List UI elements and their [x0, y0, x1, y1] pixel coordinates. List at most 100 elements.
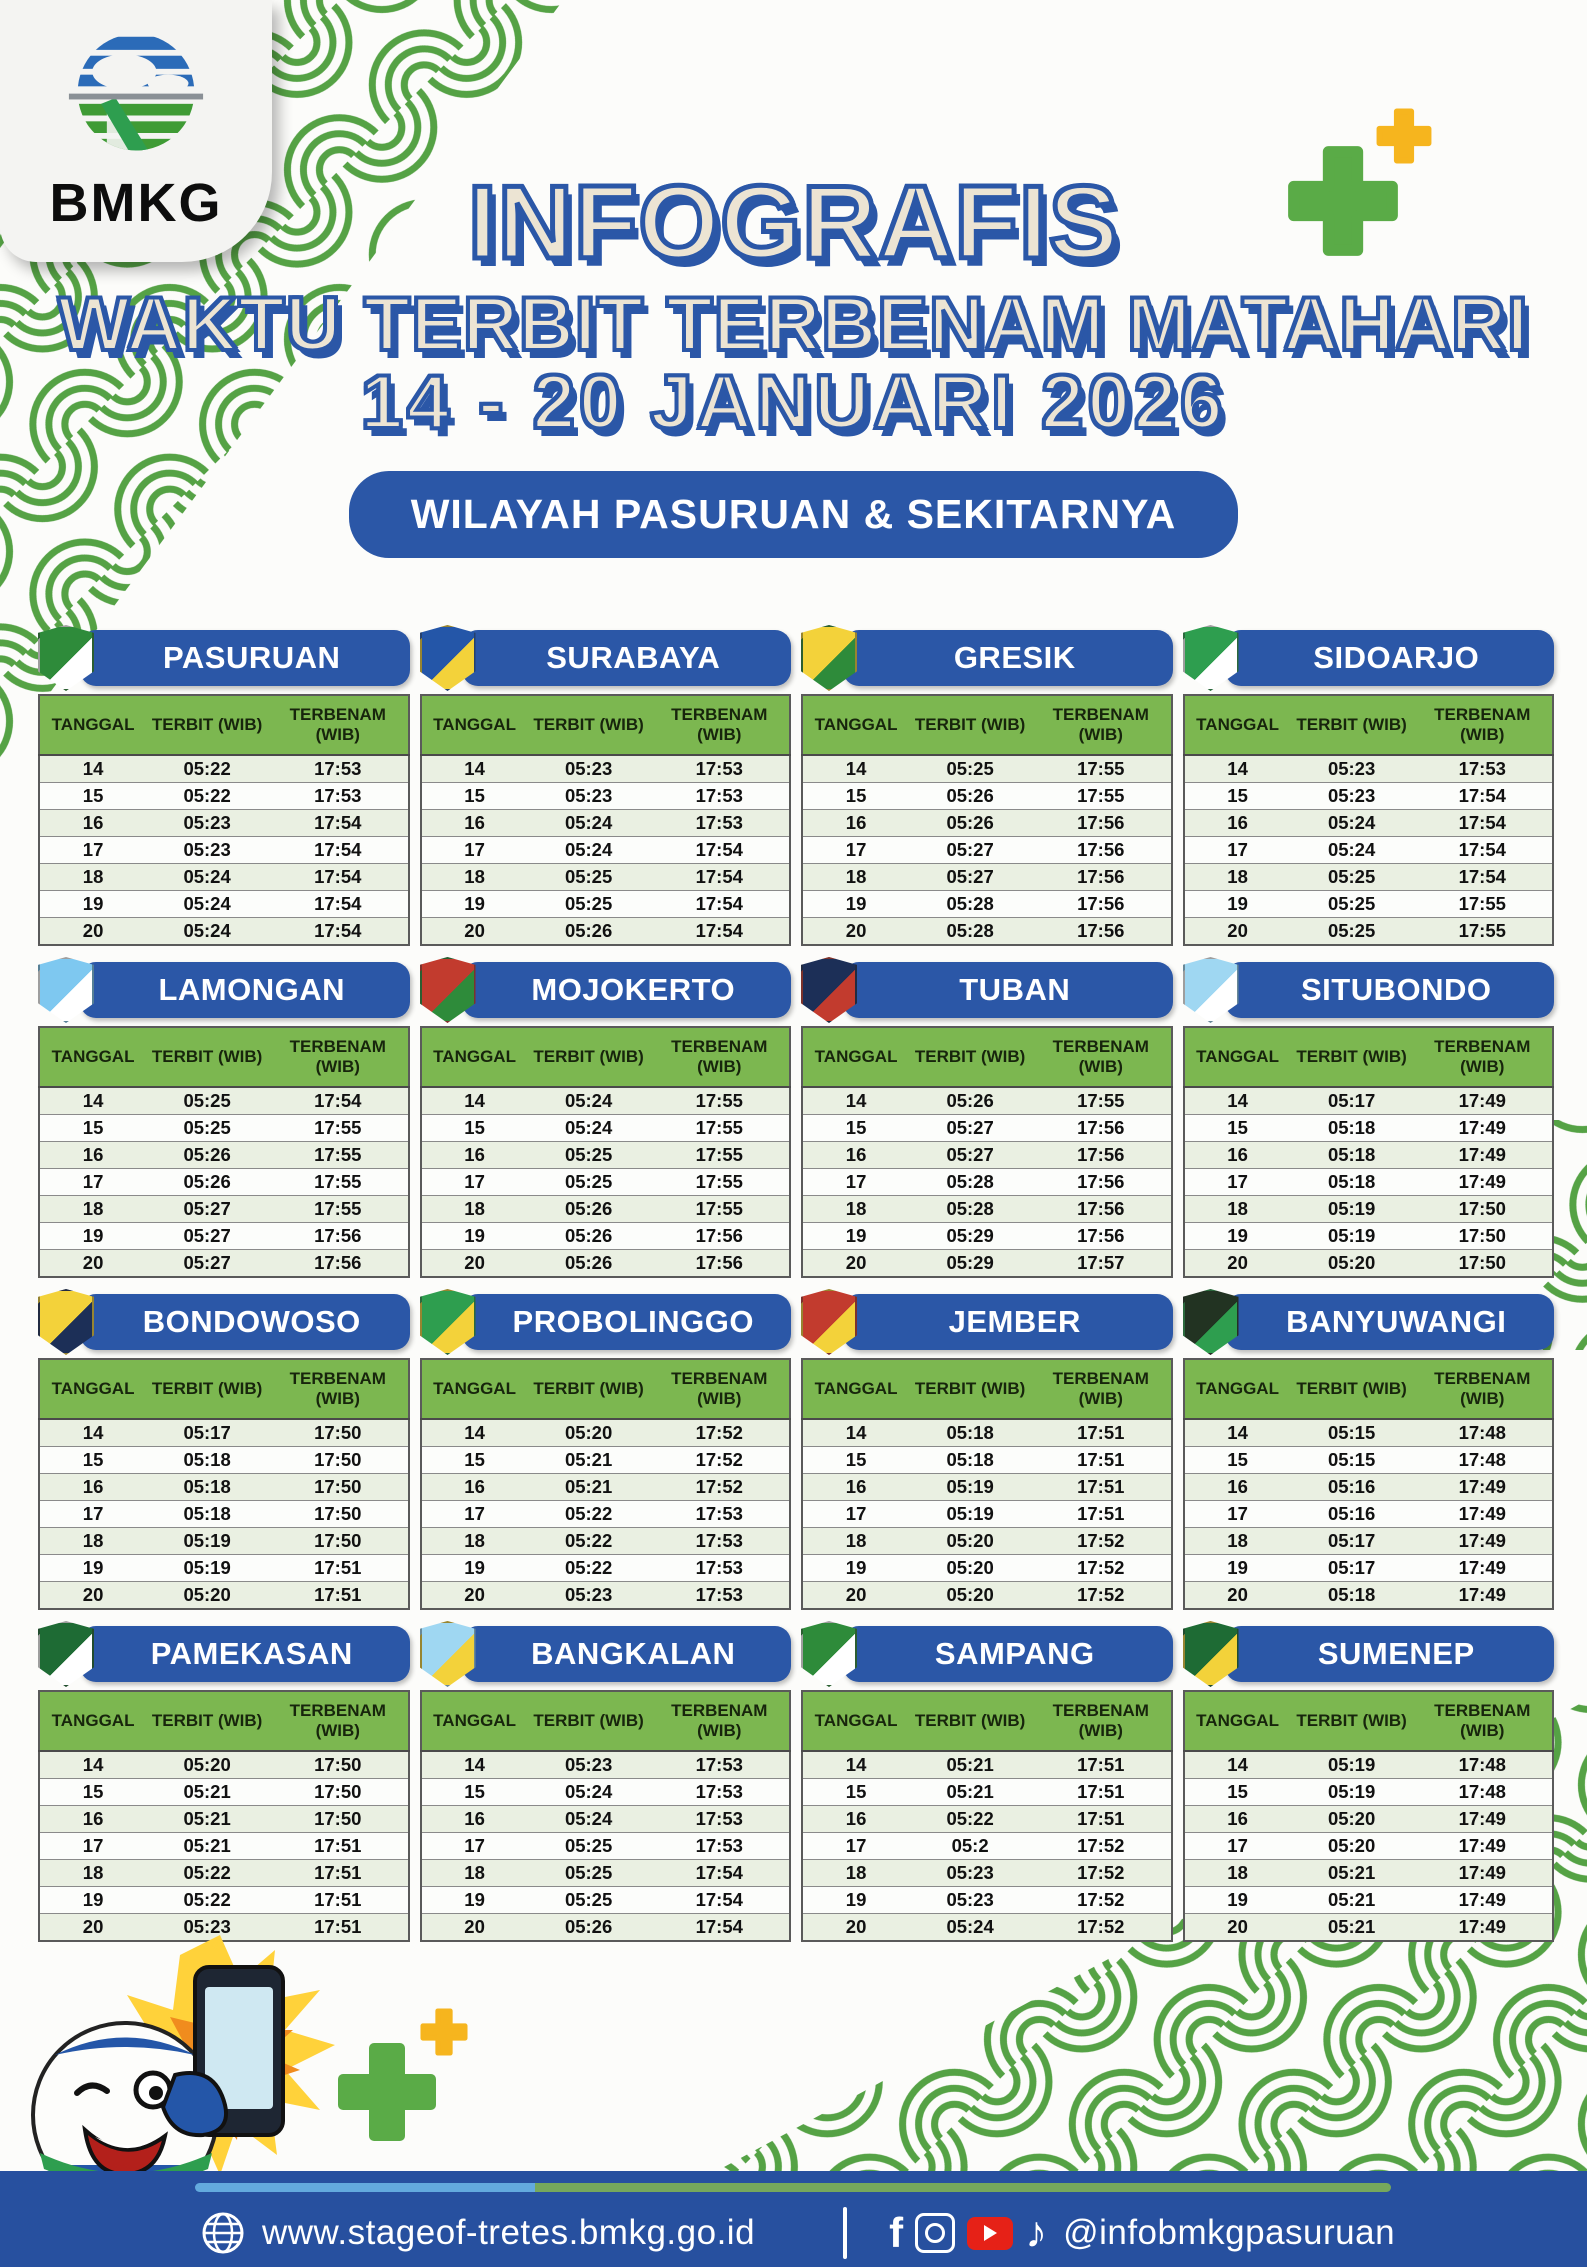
cell-terbenam: 17:52: [649, 1418, 790, 1447]
cell-tanggal: 14: [39, 1750, 147, 1779]
cell-terbenam: 17:52: [1031, 1859, 1172, 1887]
cell-terbit: 05:25: [1290, 917, 1413, 945]
cell-terbit: 05:22: [527, 1527, 650, 1555]
cell-tanggal: 19: [1183, 1222, 1291, 1250]
sun-times-table: TANGGAL TERBIT (WIB) TERBENAM (WIB) 14 05…: [801, 1358, 1173, 1610]
cell-terbit: 05:21: [1290, 1886, 1413, 1914]
cell-terbit: 05:27: [146, 1195, 269, 1223]
table-row: 20 05:20 17:52: [802, 1581, 1172, 1609]
table-row: 20 05:26 17:56: [420, 1249, 790, 1277]
website-link[interactable]: www.stageof-tretes.bmkg.go.id: [262, 2213, 756, 2252]
table-row: 17 05:28 17:56: [802, 1168, 1172, 1196]
cell-terbenam: 17:54: [268, 1086, 409, 1115]
cell-terbenam: 17:50: [268, 1527, 409, 1555]
cell-tanggal: 14: [39, 754, 147, 783]
table-row: 14 05:20 17:52: [420, 1418, 790, 1447]
col-header-tanggal: TANGGAL: [1183, 695, 1291, 756]
cell-tanggal: 14: [1183, 1086, 1291, 1115]
cell-tanggal: 16: [39, 1141, 147, 1169]
cell-terbenam: 17:49: [1412, 1805, 1553, 1833]
table-row: 16 05:27 17:56: [802, 1141, 1172, 1169]
plus-decoration-yellow-top: [1376, 108, 1432, 164]
cell-tanggal: 16: [420, 1805, 528, 1833]
table-row: 14 05:22 17:53: [39, 754, 409, 783]
table-row: 15 05:21 17:52: [420, 1446, 790, 1474]
table-row: 15 05:18 17:51: [802, 1446, 1172, 1474]
cell-terbit: 05:27: [909, 836, 1032, 864]
cell-terbit: 05:25: [1290, 863, 1413, 891]
cell-tanggal: 18: [420, 1859, 528, 1887]
cell-tanggal: 15: [802, 1446, 910, 1474]
cell-terbit: 05:24: [1290, 836, 1413, 864]
city-block: SITUBONDO TANGGAL TERBIT (WIB) TERBENAM …: [1182, 957, 1554, 1278]
facebook-icon[interactable]: f: [889, 2209, 904, 2256]
tiktok-icon[interactable]: ♪: [1025, 2208, 1048, 2257]
cell-terbit: 05:24: [146, 863, 269, 891]
table-body: 14 05:18 17:51 15 05:18 17:51 16 05:19 17:51 17 05…: [802, 1418, 1172, 1609]
cell-terbit: 05:28: [909, 917, 1032, 945]
cell-tanggal: 20: [1183, 1913, 1291, 1941]
city-block: PASURUAN TANGGAL TERBIT (WIB) TERBENAM (…: [38, 625, 410, 946]
cell-terbit: 05:23: [1290, 754, 1413, 783]
cell-terbit: 05:22: [909, 1805, 1032, 1833]
header: INFOGRAFIS WAKTU TERBIT TERBENAM MATAHAR…: [0, 167, 1587, 559]
cell-terbenam: 17:55: [1031, 782, 1172, 810]
cell-tanggal: 17: [1183, 836, 1291, 864]
table-row: 16 05:16 17:49: [1183, 1473, 1553, 1501]
cell-tanggal: 19: [39, 1554, 147, 1582]
col-header-tanggal: TANGGAL: [420, 1691, 528, 1752]
table-row: 16 05:19 17:51: [802, 1473, 1172, 1501]
cell-terbit: 05:26: [909, 1086, 1032, 1115]
table-row: 18 05:21 17:49: [1183, 1859, 1553, 1887]
cell-terbit: 05:24: [527, 1086, 650, 1115]
cell-tanggal: 19: [1183, 1554, 1291, 1582]
cell-terbenam: 17:54: [268, 809, 409, 837]
table-row: 20 05:26 17:54: [420, 1913, 790, 1941]
bmkg-logo-icon: [68, 36, 204, 151]
cell-terbit: 05:20: [527, 1418, 650, 1447]
cell-terbit: 05:26: [527, 1195, 650, 1223]
city-name: SAMPANG: [843, 1626, 1173, 1682]
cell-terbit: 05:24: [527, 1114, 650, 1142]
instagram-icon[interactable]: [915, 2213, 956, 2253]
cell-tanggal: 16: [802, 809, 910, 837]
cell-tanggal: 16: [1183, 1473, 1291, 1501]
cell-terbit: 05:15: [1290, 1446, 1413, 1474]
city-block: SUMENEP TANGGAL TERBIT (WIB) TERBENAM (W…: [1182, 1621, 1554, 1942]
cell-terbenam: 17:50: [1412, 1195, 1553, 1223]
cell-terbenam: 17:48: [1412, 1446, 1553, 1474]
col-header-terbit: TERBIT (WIB): [909, 1691, 1032, 1752]
youtube-icon[interactable]: [967, 2216, 1014, 2250]
cell-tanggal: 19: [39, 1886, 147, 1914]
table-body: 14 05:17 17:50 15 05:18 17:50 16 05:18 17:50 17 05…: [39, 1418, 409, 1609]
city-header: GRESIK: [801, 625, 1173, 691]
cell-tanggal: 18: [39, 1527, 147, 1555]
plus-decoration-green-top: [1288, 146, 1398, 256]
cell-tanggal: 17: [420, 1500, 528, 1528]
table-row: 18 05:25 17:54: [420, 1859, 790, 1887]
cell-terbenam: 17:55: [268, 1114, 409, 1142]
city-header: PAMEKASAN: [38, 1621, 410, 1687]
cell-terbit: 05:18: [909, 1418, 1032, 1447]
col-header-tanggal: TANGGAL: [1183, 1691, 1291, 1752]
cell-terbenam: 17:54: [268, 836, 409, 864]
col-header-terbenam: TERBENAM (WIB): [268, 1691, 409, 1752]
table-row: 18 05:22 17:51: [39, 1859, 409, 1887]
table-row: 18 05:26 17:55: [420, 1195, 790, 1223]
col-header-terbenam: TERBENAM (WIB): [649, 695, 790, 756]
table-row: 20 05:25 17:55: [1183, 917, 1553, 945]
city-block: SIDOARJO TANGGAL TERBIT (WIB) TERBENAM (…: [1182, 625, 1554, 946]
table-row: 15 05:25 17:55: [39, 1114, 409, 1142]
cell-terbit: 05:24: [146, 917, 269, 945]
cell-terbenam: 17:52: [1031, 1527, 1172, 1555]
cell-tanggal: 18: [420, 1527, 528, 1555]
city-name: JEMBER: [843, 1294, 1173, 1350]
col-header-terbit: TERBIT (WIB): [1290, 695, 1413, 756]
cell-terbit: 05:20: [909, 1581, 1032, 1609]
cell-tanggal: 17: [420, 836, 528, 864]
cell-tanggal: 19: [1183, 890, 1291, 918]
social-handle[interactable]: @infobmkgpasuruan: [1063, 2213, 1396, 2252]
table-row: 19 05:19 17:51: [39, 1554, 409, 1582]
cell-terbit: 05:23: [527, 782, 650, 810]
table-row: 17 05:27 17:56: [802, 836, 1172, 864]
